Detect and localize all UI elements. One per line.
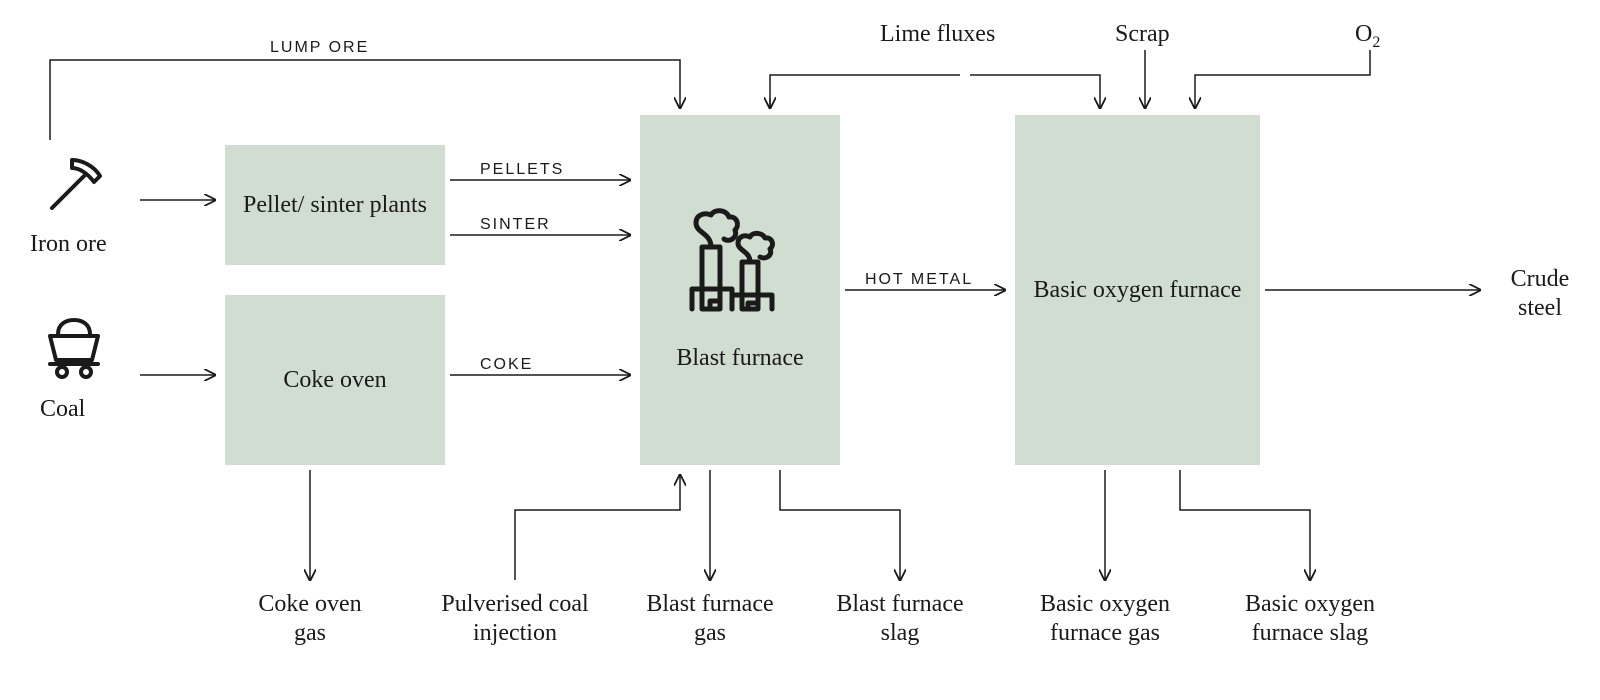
label-pci: Pulverised coal injection (415, 590, 615, 648)
label-coal: Coal (40, 395, 85, 424)
furnace-icon (680, 207, 800, 325)
node-pellet-sinter: Pellet/ sinter plants (225, 145, 445, 265)
node-bof: Basic oxygen furnace (1015, 115, 1260, 465)
label-bf-slag: Blast furnace slag (820, 590, 980, 648)
label-o2: O2 (1355, 20, 1380, 52)
edge-label-hot-metal: HOT METAL (865, 270, 973, 289)
label-bf-gas: Blast furnace gas (630, 590, 790, 648)
node-label: Pellet/ sinter plants (243, 190, 427, 220)
pickaxe-icon (38, 150, 110, 227)
edge-label-sinter: SINTER (480, 215, 551, 234)
node-label: Basic oxygen furnace (1034, 275, 1242, 305)
label-bof-slag: Basic oxygen furnace slag (1225, 590, 1395, 648)
node-label: Coke oven (283, 365, 386, 395)
label-lime-fluxes: Lime fluxes (880, 20, 995, 49)
edge-label-pellets: PELLETS (480, 160, 564, 179)
label-coke-oven-gas: Coke oven gas (250, 590, 370, 648)
label-bof-gas: Basic oxygen furnace gas (1020, 590, 1190, 648)
edge-label-lump-ore: LUMP ORE (270, 38, 369, 57)
coal-cart-icon (38, 310, 110, 387)
label-scrap: Scrap (1115, 20, 1170, 49)
node-label: Blast furnace (676, 343, 803, 373)
label-crude-steel: Crude steel (1490, 265, 1590, 323)
edge-label-coke: COKE (480, 355, 533, 374)
label-iron-ore: Iron ore (30, 230, 107, 259)
node-blast-furnace: Blast furnace (640, 115, 840, 465)
node-coke-oven: Coke oven (225, 295, 445, 465)
